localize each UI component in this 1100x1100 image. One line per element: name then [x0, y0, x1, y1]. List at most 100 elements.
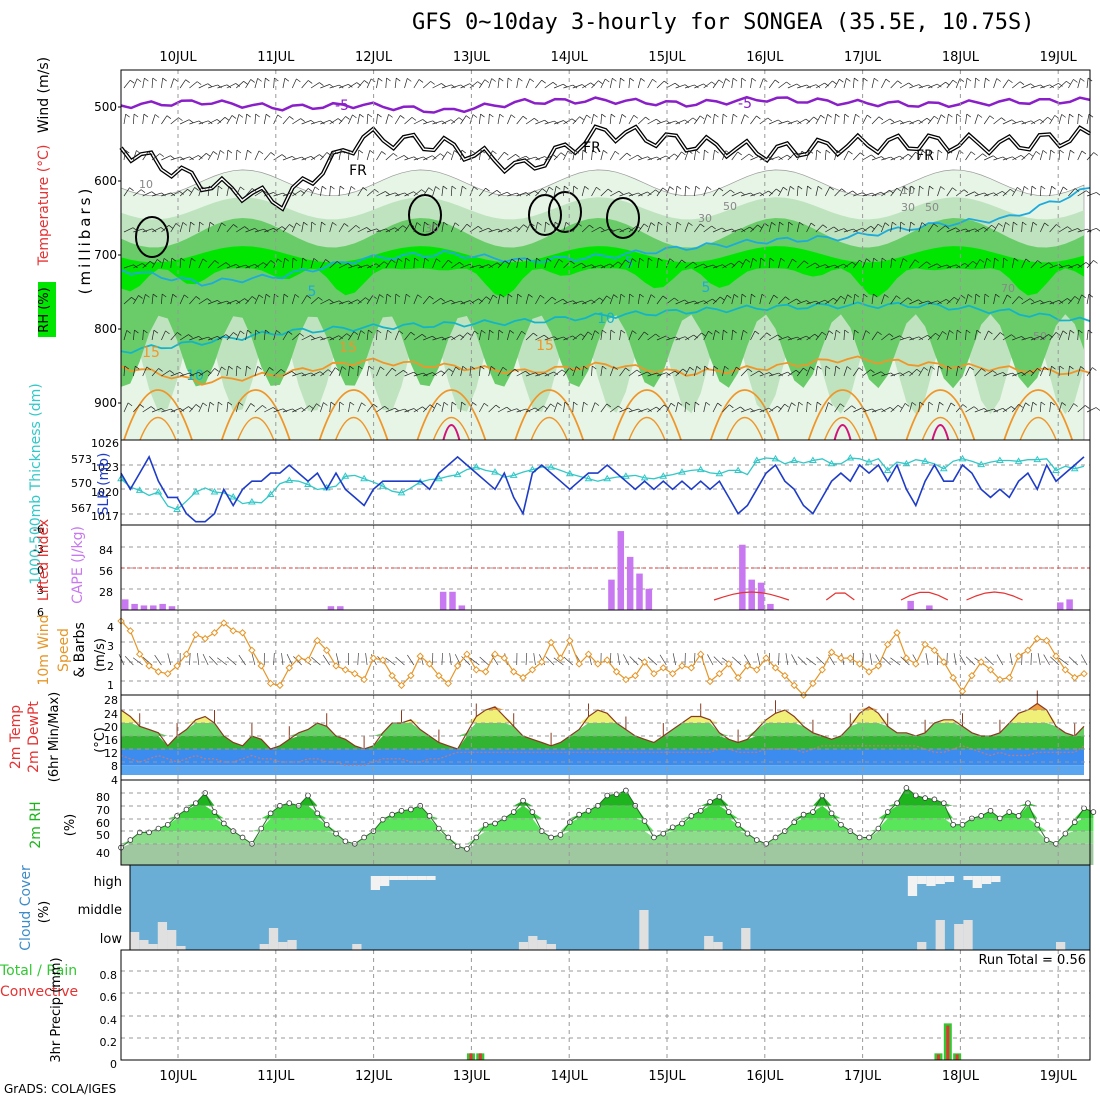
thickness-marker	[958, 454, 967, 462]
wind-barb-flag	[916, 368, 921, 373]
wind-barb	[881, 407, 891, 413]
wind-barb	[965, 114, 968, 125]
wind-barb	[422, 295, 430, 305]
wind-barb-flag	[593, 113, 598, 118]
wind-barb	[189, 155, 199, 161]
wind-barb-flag	[688, 222, 693, 226]
cloud-low-bar	[1056, 942, 1066, 950]
wind-barb	[937, 402, 940, 413]
wind-barb	[778, 222, 780, 233]
wind-barb-flag	[605, 78, 610, 83]
wind-barb	[310, 371, 321, 377]
wind-barb	[179, 258, 182, 269]
wind-barb	[834, 114, 836, 125]
wind-barb	[694, 83, 704, 89]
wind-barb	[1068, 296, 1076, 305]
wind-barb	[1058, 298, 1068, 305]
rh-marker	[819, 792, 826, 799]
wind-barb-flag	[385, 191, 390, 195]
wind-barb	[179, 156, 190, 161]
wind10-marker	[715, 669, 724, 678]
wind10-marker	[566, 636, 574, 645]
cloud-high-bar	[926, 876, 936, 886]
wind-barb	[946, 150, 949, 161]
wind-barb-flag	[1012, 372, 1017, 377]
wind-barb-flag	[393, 153, 398, 157]
wind-barb	[600, 295, 607, 305]
wind-barb	[488, 114, 490, 125]
wind-barb-flag	[626, 152, 631, 157]
wind-barb-flag	[1010, 188, 1015, 193]
wind-barb-flag	[282, 408, 288, 413]
wind-barb-flag	[247, 329, 252, 334]
cape-bar	[1066, 599, 1073, 610]
wind-barb-flag	[227, 401, 233, 406]
wind10-barb	[545, 656, 555, 666]
wind-barb	[572, 333, 581, 341]
wind-barb-flag	[647, 191, 652, 196]
wind-barb-flag	[975, 77, 980, 82]
wind-barb	[1030, 151, 1037, 161]
wind-barb	[535, 119, 545, 125]
wind-barb-flag	[1070, 149, 1075, 154]
wind-barb-flag	[421, 334, 427, 338]
isotherm-line	[120, 355, 1091, 386]
wind-barb	[703, 81, 712, 89]
wind-barb-flag	[292, 408, 297, 413]
wind-barb-flag	[658, 221, 663, 226]
wind-barb	[264, 192, 274, 197]
wind10-marker	[407, 671, 415, 680]
wind-barb-flag	[151, 191, 156, 195]
thickness-marker	[939, 464, 948, 472]
wind-barb-flag	[564, 185, 569, 190]
pressure-tick-label: 800	[94, 322, 117, 336]
wind-barb	[778, 81, 787, 89]
wind-barb-flag	[998, 223, 1003, 227]
wind-barb-flag	[779, 221, 784, 226]
wind-barb	[1077, 294, 1082, 305]
y-tick-label: 70	[96, 804, 110, 817]
wind-barb-flag	[953, 296, 959, 301]
wind-barb	[217, 186, 219, 197]
rh2m-unit-label: (%)	[63, 814, 78, 837]
wind-barb-flag	[637, 154, 642, 159]
wind-barb	[535, 156, 545, 161]
wind-barb	[217, 117, 226, 125]
wind-barb-flag	[302, 257, 307, 262]
wind-barb-flag	[767, 117, 773, 122]
isotherm-lobe	[220, 389, 291, 441]
wind-barb	[572, 402, 574, 413]
wind-barb	[348, 331, 355, 341]
wind-barb	[890, 155, 901, 161]
wind-barb-flag	[459, 262, 464, 266]
cloud-high-bar	[935, 876, 945, 884]
wind-barb-flag	[977, 114, 983, 118]
wind-barb-flag	[940, 114, 946, 118]
wind10-marker	[154, 668, 163, 676]
wind-barb-flag	[808, 150, 814, 154]
wind-barb	[600, 263, 611, 269]
wind-barb	[965, 406, 975, 413]
wind-barb-flag	[1068, 264, 1073, 269]
wind10-barb	[890, 657, 901, 666]
wind-barb-flag	[815, 300, 821, 305]
wind-barb	[535, 258, 537, 269]
wind-barb	[759, 332, 767, 341]
wind-barb	[563, 118, 573, 125]
wind-barb	[544, 336, 555, 341]
wind-barb	[553, 259, 560, 269]
wind-barb-flag	[447, 259, 453, 264]
wind-barb-flag	[316, 403, 321, 407]
wind-barb-flag	[276, 330, 281, 334]
wind-barb-flag	[854, 77, 859, 82]
thickness-marker	[248, 498, 256, 505]
wind-barb-flag	[704, 365, 709, 370]
wind-barb	[488, 150, 493, 161]
wind-barb-flag	[436, 402, 442, 407]
wind-barb	[965, 294, 969, 305]
wind-barb	[497, 191, 508, 197]
wind-barb	[796, 367, 804, 377]
wind-barb	[927, 263, 938, 269]
cape-bar	[140, 605, 148, 610]
wind-barb-flag	[341, 366, 347, 370]
